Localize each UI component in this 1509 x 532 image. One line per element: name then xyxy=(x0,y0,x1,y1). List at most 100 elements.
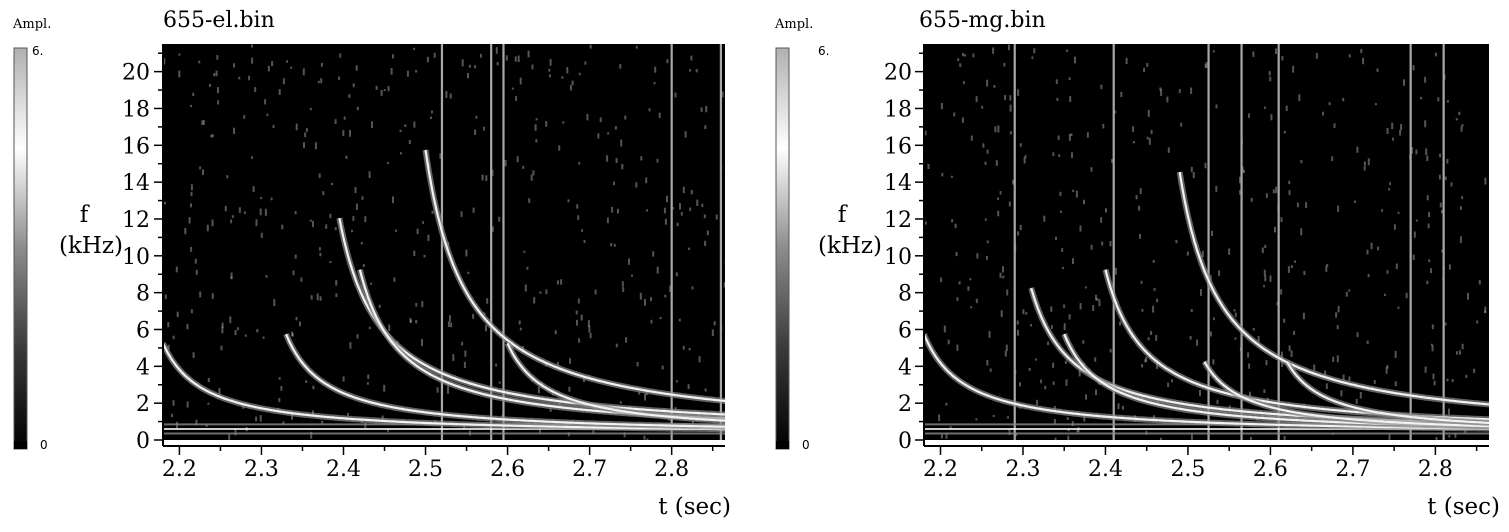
noise-speck xyxy=(644,393,646,401)
noise-speck xyxy=(259,208,262,216)
noise-speck xyxy=(1101,241,1104,246)
noise-speck xyxy=(653,82,656,85)
noise-speck xyxy=(1367,274,1370,278)
noise-speck xyxy=(1008,429,1011,436)
noise-speck xyxy=(1153,288,1156,291)
noise-speck xyxy=(1100,217,1103,223)
noise-speck xyxy=(1078,369,1081,377)
noise-speck xyxy=(319,252,322,257)
noise-speck xyxy=(1263,389,1266,394)
noise-speck xyxy=(951,219,954,223)
noise-speck xyxy=(335,280,338,286)
noise-speck xyxy=(1363,161,1366,166)
noise-speck xyxy=(383,384,386,392)
noise-speck xyxy=(594,289,597,295)
x-tick-label: 2.7 xyxy=(572,457,607,482)
noise-speck xyxy=(192,352,195,359)
noise-speck xyxy=(433,52,436,58)
noise-speck xyxy=(1040,379,1043,384)
noise-speck xyxy=(449,93,452,99)
noise-speck xyxy=(198,60,201,64)
noise-speck xyxy=(176,311,179,318)
noise-speck xyxy=(264,99,267,105)
noise-speck xyxy=(1079,303,1082,310)
noise-speck xyxy=(1171,379,1173,383)
noise-speck xyxy=(1109,241,1112,247)
noise-speck xyxy=(688,347,691,351)
chirp-curve xyxy=(338,217,725,416)
noise-speck xyxy=(468,64,471,68)
noise-speck xyxy=(342,376,345,382)
noise-speck xyxy=(305,380,308,383)
noise-speck xyxy=(713,321,716,326)
noise-speck xyxy=(1241,166,1244,173)
noise-speck xyxy=(691,420,694,424)
noise-speck xyxy=(549,59,552,66)
noise-speck xyxy=(346,413,349,416)
noise-speck xyxy=(1192,172,1195,179)
noise-speck xyxy=(1280,289,1283,295)
noise-speck xyxy=(703,214,706,219)
y-tick-label: 18 xyxy=(884,97,912,122)
noise-speck xyxy=(1006,289,1009,296)
noise-speck xyxy=(1389,182,1392,185)
noise-speck xyxy=(195,269,198,275)
noise-speck xyxy=(1017,231,1020,236)
noise-speck xyxy=(460,211,463,217)
noise-speck xyxy=(999,272,1002,278)
noise-speck xyxy=(1444,176,1447,181)
noise-speck xyxy=(514,56,517,62)
noise-speck xyxy=(1415,149,1418,155)
noise-speck xyxy=(190,203,192,208)
noise-speck xyxy=(450,322,453,328)
noise-speck xyxy=(1031,56,1034,59)
noise-speck xyxy=(361,196,364,200)
noise-speck xyxy=(1059,191,1062,196)
noise-speck xyxy=(329,213,332,219)
colorbar xyxy=(13,47,28,450)
noise-speck xyxy=(1434,52,1437,57)
noise-speck xyxy=(368,171,371,179)
noise-speck xyxy=(280,386,283,391)
noise-speck xyxy=(576,204,579,209)
noise-speck xyxy=(639,292,642,300)
noise-speck xyxy=(1373,380,1376,384)
noise-speck xyxy=(302,68,305,76)
colorbar xyxy=(775,47,790,450)
x-axis-label: t (sec) xyxy=(658,494,731,520)
noise-speck xyxy=(309,107,312,111)
noise-speck xyxy=(687,384,690,390)
noise-speck xyxy=(992,414,995,417)
noise-speck xyxy=(380,90,383,96)
noise-speck xyxy=(548,68,551,72)
noise-speck xyxy=(1252,328,1255,331)
noise-speck xyxy=(1459,350,1461,355)
x-tick-label: 2.5 xyxy=(408,457,443,482)
noise-speck xyxy=(229,316,232,324)
noise-speck xyxy=(1397,306,1400,309)
noise-speck xyxy=(999,191,1002,195)
noise-speck xyxy=(1095,294,1097,301)
noise-speck xyxy=(958,281,961,285)
noise-speck xyxy=(1141,364,1144,368)
noise-speck xyxy=(1288,190,1291,196)
noise-speck xyxy=(1201,250,1204,258)
noise-speck xyxy=(338,76,341,80)
noise-speck xyxy=(611,206,614,213)
noise-speck xyxy=(941,172,944,177)
noise-speck xyxy=(675,380,678,383)
noise-speck xyxy=(943,325,946,333)
noise-speck xyxy=(614,126,617,130)
noise-speck xyxy=(1102,123,1105,129)
noise-speck xyxy=(1430,343,1433,347)
noise-speck xyxy=(427,234,430,241)
noise-speck xyxy=(1292,65,1295,73)
noise-speck xyxy=(375,85,378,90)
noise-speck xyxy=(1252,51,1255,57)
noise-speck xyxy=(228,434,231,440)
noise-speck xyxy=(1413,231,1416,238)
y-tick-label: 4 xyxy=(898,355,912,380)
noise-speck xyxy=(613,243,616,247)
noise-speck xyxy=(190,191,193,197)
noise-speck xyxy=(679,203,681,210)
